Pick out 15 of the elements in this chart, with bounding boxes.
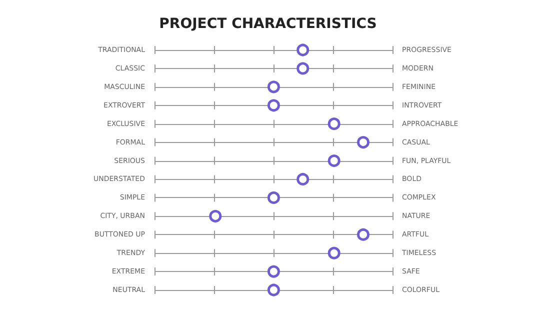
point: [267, 191, 280, 204]
point: [357, 136, 370, 149]
point: [267, 265, 280, 278]
point: [328, 118, 340, 130]
point: [296, 172, 310, 186]
point: [267, 80, 280, 94]
point: [209, 210, 222, 222]
point: [296, 44, 310, 56]
point: [267, 284, 280, 296]
point: [357, 228, 370, 241]
point: [328, 154, 340, 168]
point: [267, 99, 280, 112]
point: [296, 62, 310, 75]
chart-title: PROJECT CHARACTERISTICS: [159, 16, 377, 32]
point: [328, 246, 340, 260]
